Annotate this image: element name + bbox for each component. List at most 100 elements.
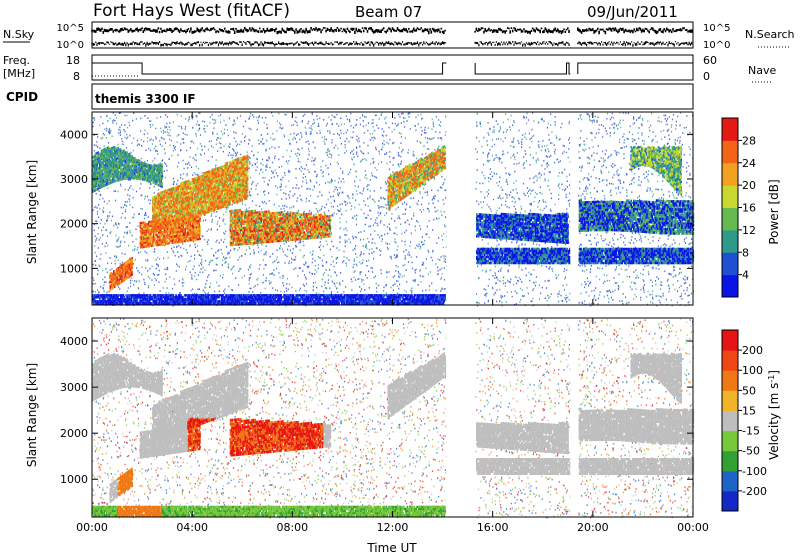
power-panel: 1000 2000 3000 4000 (60, 111, 695, 307)
noise-panel: N.Sky 10^5 10^0 10^5 10^0 N.Search (3, 21, 795, 51)
power-colorbar-tick-5: 24 (742, 157, 756, 170)
nave-tick-bottom: 0 (703, 70, 710, 83)
velocity-colorbar-swatch-7 (722, 350, 738, 371)
power-cells (92, 145, 695, 305)
power-cell-band-6 (110, 149, 447, 287)
noise-search-trace (91, 41, 693, 47)
velocity-colorbar-label-exp: -1 (767, 375, 776, 383)
velocity-colorbar-swatch-8 (722, 330, 738, 351)
power-colorbar-tick-6: 28 (742, 134, 756, 147)
velocity-colorbar-tick-5: -50 (742, 445, 760, 458)
power-colorbar-label: Power [dB] (767, 179, 781, 244)
velocity-cells (92, 352, 695, 517)
noise-tick-right-top: 10^5 (703, 23, 730, 34)
velocity-ytick-label-2: 3000 (60, 381, 88, 394)
xtick-label-6: 00:00 (677, 521, 709, 534)
velocity-ytick-label-3: 4000 (60, 335, 88, 348)
xtick-label-2: 08:00 (276, 521, 308, 534)
power-colorbar-swatch-1 (722, 252, 738, 276)
noise-panel-frame (91, 21, 694, 49)
freq-traces (92, 62, 693, 77)
velocity-data-gap-1 (570, 318, 578, 517)
velocity-colorbar-label-main: Velocity [m s (767, 383, 781, 460)
xtick-label-5: 20:00 (577, 521, 609, 534)
power-ylabel: Slant Range [km] (25, 160, 39, 264)
noise-traces (91, 27, 693, 47)
velocity-colorbar-tick-2: 50 (742, 384, 756, 397)
velocity-colorbar-swatch-4 (722, 410, 738, 432)
xtick-label-0: 00:00 (76, 521, 108, 534)
power-noise-dots-0 (92, 112, 694, 307)
velocity-cell-band-5 (92, 505, 446, 517)
velocity-ylabel: Slant Range [km] (25, 363, 39, 467)
velocity-colorbar-tick-4: -15 (742, 425, 760, 438)
noise-search-label: N.Search (745, 28, 795, 41)
power-colorbar-tick-4: 20 (742, 179, 756, 192)
date-label: 09/Jun/2011 (587, 3, 678, 21)
noise-tick-right-bottom: 10^0 (703, 40, 730, 51)
velocity-colorbar-tick-6: -100 (742, 465, 767, 478)
power-ytick-label-0: 1000 (60, 262, 88, 275)
power-cell-band-7 (92, 199, 695, 305)
velocity-colorbar: Velocity [m s-1] 200 100 50 15 -15 -50 -100 -20… (721, 329, 781, 512)
noise-tick-bottom: 10^0 (57, 40, 84, 51)
station-title: Fort Hays West (fitACF) (93, 1, 290, 21)
power-cell-band-4 (109, 209, 331, 290)
power-data-gap-0 (446, 112, 476, 305)
power-colorbar-swatch-6 (722, 140, 738, 164)
x-axis-title: Time UT (366, 541, 417, 554)
velocity-colorbar-swatch-6 (722, 370, 738, 391)
velocity-cell-band-3 (187, 417, 324, 457)
velocity-colorbar-swatch-5 (722, 390, 738, 411)
freq-panel: Freq. [MHz] 18 8 60 0 Nave (3, 54, 776, 83)
xtick-label-1: 04:00 (176, 521, 208, 534)
velocity-colorbar-label-end: ] (767, 370, 781, 375)
velocity-colorbar-tick-0: 200 (742, 344, 763, 357)
power-data-gap-1 (570, 112, 578, 305)
velocity-colorbar-swatch-2 (722, 450, 738, 472)
power-colorbar-tick-2: 12 (742, 224, 756, 237)
power-colorbar-tick-3: 16 (742, 202, 756, 215)
power-colorbar-swatch-5 (722, 162, 738, 186)
power-colorbar-swatch-7 (722, 118, 738, 141)
noise-sky-trace (91, 27, 693, 35)
power-colorbar-tick-1: 8 (742, 246, 749, 259)
velocity-colorbar-tick-7: -200 (742, 485, 767, 498)
power-colorbar-tick-0: 4 (742, 269, 749, 282)
velocity-data-gap-0 (446, 318, 476, 517)
velocity-colorbar-tick-3: 15 (742, 404, 756, 417)
noise-tick-top: 10^5 (57, 23, 84, 34)
velocity-colorbar-label: Velocity [m s-1] (767, 370, 781, 460)
velocity-panel: 1000 2000 3000 4000 00:00 04:00 08:00 12:00 16:0… (60, 317, 709, 534)
xtick-label-3: 12:00 (377, 521, 409, 534)
power-colorbar-swatch-0 (722, 274, 738, 298)
power-ytick-label-3: 4000 (60, 128, 88, 141)
velocity-colorbar-swatch-0 (722, 490, 738, 512)
power-colorbar-swatch-2 (722, 229, 738, 253)
velocity-ytick-label-1: 2000 (60, 427, 88, 440)
freq-panel-frame (91, 54, 694, 81)
noise-sky-label: N.Sky (3, 28, 35, 41)
power-cell-band-2 (92, 145, 695, 265)
velocity-ytick-label-0: 1000 (60, 473, 88, 486)
velocity-colorbar-frame (721, 329, 739, 512)
velocity-colorbar-tick-1: 100 (742, 364, 763, 377)
power-colorbar-swatch-4 (722, 185, 738, 208)
power-ytick-label-1: 2000 (60, 218, 88, 231)
power-cell-band-5 (109, 151, 447, 292)
power-ytick-label-2: 3000 (60, 173, 88, 186)
freq-tick-top: 18 (66, 54, 80, 67)
velocity-cell-band-0 (92, 352, 695, 503)
cpid-value: themis 3300 IF (95, 92, 196, 106)
velocity-colorbar-swatch-3 (722, 430, 738, 452)
freq-label-line1: Freq. (3, 54, 30, 67)
velocity-colorbar-swatch-1 (722, 470, 738, 492)
cpid-panel: CPID themis 3300 IF (6, 83, 694, 110)
cpid-panel-frame (91, 83, 694, 110)
xtick-label-4: 16:00 (477, 521, 509, 534)
beam-label: Beam 07 (355, 3, 422, 21)
power-colorbar: Power [dB] 4 8 12 16 20 24 28 (721, 117, 781, 298)
nave-label: Nave (748, 64, 776, 77)
freq-trace (92, 62, 693, 75)
